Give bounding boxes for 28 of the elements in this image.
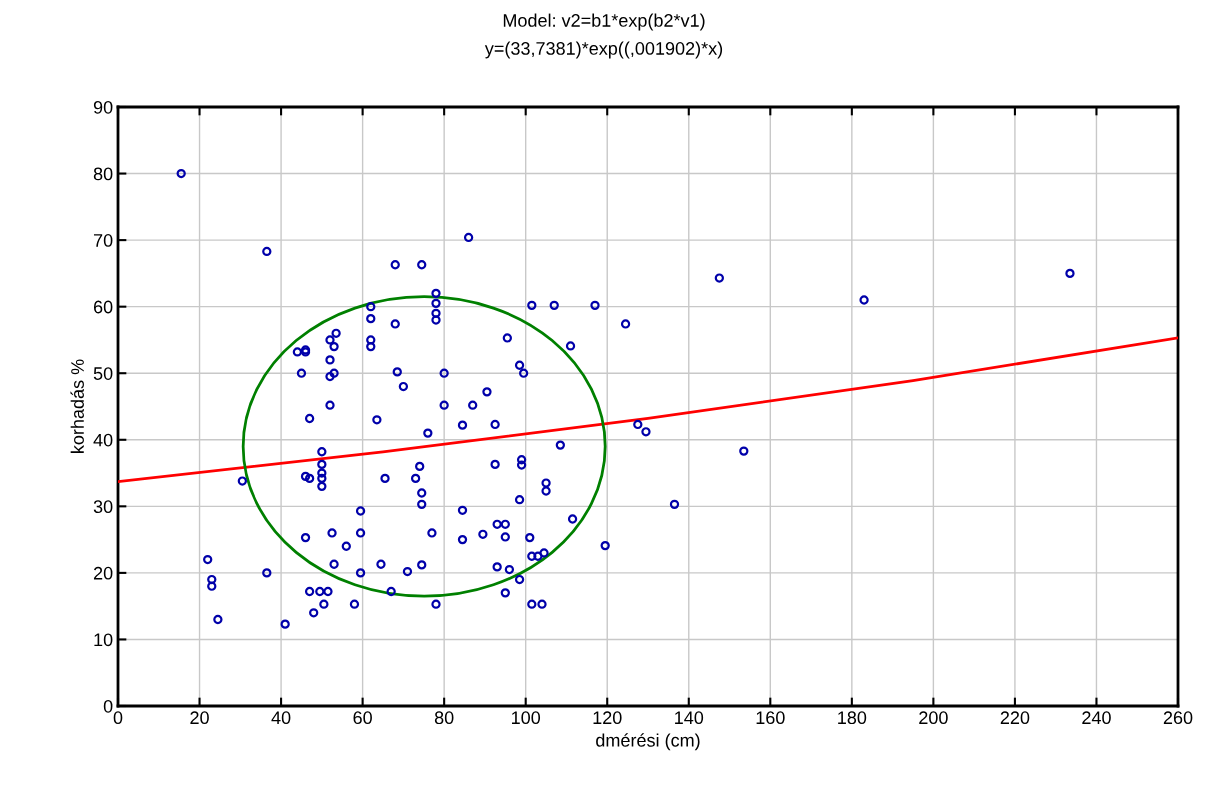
x-tick-label: 40 (271, 711, 291, 725)
x-tick-label: 140 (675, 711, 704, 725)
x-tick-label: 240 (1082, 711, 1111, 725)
y-tick-label: 20 (93, 566, 113, 580)
y-tick-label: 70 (93, 234, 113, 247)
x-tick-label: 260 (1163, 711, 1193, 725)
x-tick-label: 220 (1000, 711, 1030, 725)
y-tick-label: 80 (93, 167, 113, 181)
y-tick-label: 0 (103, 699, 113, 713)
y-tick-label: 50 (93, 367, 113, 380)
y-axis-title: korhadás % (70, 359, 84, 453)
x-tick-label: 180 (838, 711, 867, 725)
x-tick-label: 160 (756, 711, 785, 725)
x-tick-label: 120 (593, 711, 622, 725)
y-tick-label: 30 (93, 500, 113, 514)
y-tick-label: 40 (93, 433, 113, 447)
chart-subtitle: y=(33,7381)*exp((,001902)*x) (484, 41, 723, 59)
y-tick-label: 10 (94, 633, 113, 647)
x-tick-label: 20 (190, 711, 209, 725)
y-tick-label: 90 (93, 100, 113, 114)
x-tick-label: 0 (113, 711, 123, 725)
x-tick-label: 100 (512, 711, 541, 725)
y-tick-label: 60 (93, 300, 113, 314)
x-tick-label: 80 (434, 711, 454, 725)
chart-title: Model: v2=b1*exp(b2*v1) (503, 13, 705, 31)
x-tick-label: 60 (353, 711, 372, 725)
x-tick-label: 200 (919, 711, 948, 725)
x-axis-title: dmérési (cm) (596, 733, 700, 751)
